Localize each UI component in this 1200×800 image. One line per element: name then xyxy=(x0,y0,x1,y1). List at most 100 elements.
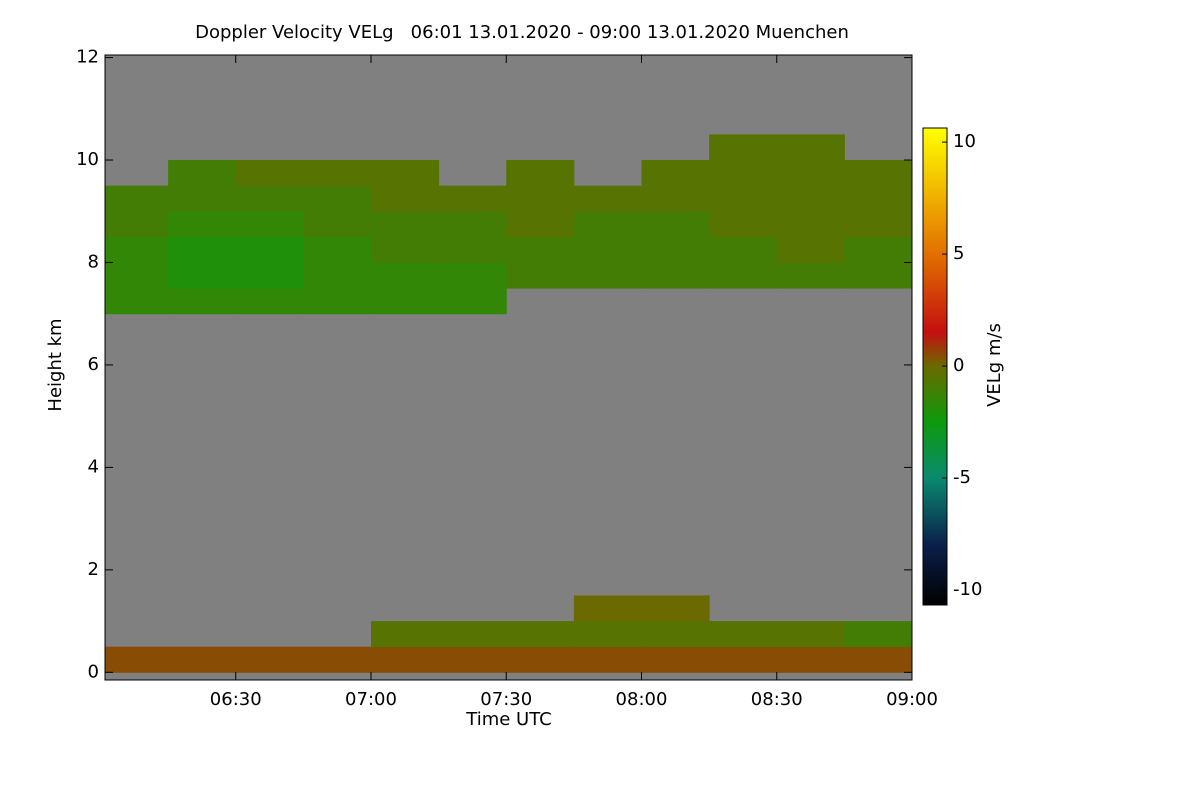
heatmap-cell xyxy=(641,595,710,622)
heatmap-cell xyxy=(105,288,169,315)
heatmap-cell xyxy=(641,236,710,263)
heatmap-cell xyxy=(168,211,237,238)
y-tick-label: 10 xyxy=(76,149,99,170)
heatmap-cell xyxy=(506,262,575,289)
heatmap-cell xyxy=(303,646,372,673)
heatmap-cell xyxy=(105,236,169,263)
heatmap-cell xyxy=(641,160,710,187)
x-tick-label: 07:00 xyxy=(345,689,397,710)
heatmap-cell xyxy=(709,185,778,212)
heatmap-cell xyxy=(168,646,237,673)
heatmap-cell xyxy=(105,262,169,289)
y-tick-label: 6 xyxy=(88,354,99,375)
x-tick-label: 08:30 xyxy=(751,689,803,710)
heatmap-cell xyxy=(709,160,778,187)
heatmap-cell xyxy=(303,236,372,263)
heatmap-cell xyxy=(709,236,778,263)
heatmap-cell xyxy=(776,621,845,648)
heatmap-cell xyxy=(709,262,778,289)
heatmap-cell xyxy=(370,211,440,238)
heatmap-cell xyxy=(844,160,912,187)
heatmap-cell xyxy=(844,185,912,212)
y-tick-label: 0 xyxy=(88,661,99,682)
x-tick-label: 09:00 xyxy=(886,689,938,710)
heatmap-cell xyxy=(506,160,575,187)
heatmap-cell xyxy=(641,646,710,673)
heatmap-cell xyxy=(370,646,440,673)
heatmap-cell xyxy=(438,646,507,673)
heatmap-cell xyxy=(709,646,778,673)
y-tick-label: 4 xyxy=(88,456,99,477)
heatmap-cell xyxy=(438,288,507,315)
heatmap-cell xyxy=(438,621,507,648)
heatmap-cell xyxy=(573,595,642,622)
heatmap-cell xyxy=(168,262,237,289)
heatmap-cell xyxy=(303,185,372,212)
heatmap-cell xyxy=(573,211,642,238)
heatmap-cell xyxy=(370,185,440,212)
heatmap-cell xyxy=(709,621,778,648)
heatmap-cell xyxy=(105,185,169,212)
heatmap-cell xyxy=(573,262,642,289)
heatmap-cell xyxy=(776,211,845,238)
heatmap-cell xyxy=(776,185,845,212)
y-axis-label: Height km xyxy=(45,318,66,411)
heatmap-cell xyxy=(303,211,372,238)
heatmap-cell xyxy=(370,288,440,315)
heatmap-cell xyxy=(709,134,778,161)
heatmap-cell xyxy=(370,160,440,187)
heatmap-cell xyxy=(370,262,440,289)
heatmap-cell xyxy=(168,185,237,212)
y-tick-label: 2 xyxy=(88,559,99,580)
heatmap-cell xyxy=(235,211,304,238)
heatmap-cell xyxy=(776,646,845,673)
heatmap-cell xyxy=(168,236,237,263)
plot-frame xyxy=(104,54,913,681)
heatmap-cell xyxy=(235,185,304,212)
heatmap-cell xyxy=(506,621,575,648)
heatmap-cell xyxy=(506,236,575,263)
heatmap-cell xyxy=(303,160,372,187)
x-tick-label: 08:00 xyxy=(616,689,668,710)
heatmap-cell xyxy=(844,236,912,263)
heatmap-cell xyxy=(438,262,507,289)
x-axis-label: Time UTC xyxy=(465,709,551,730)
heatmap-cell xyxy=(641,621,710,648)
colorbar-tick-label: -10 xyxy=(953,579,982,600)
heatmap-cell xyxy=(438,185,507,212)
heatmap-cell xyxy=(844,621,912,648)
heatmap-cell xyxy=(168,160,237,187)
x-tick-label: 07:30 xyxy=(480,689,532,710)
heatmap-cell xyxy=(105,646,169,673)
colorbar-tick-label: -5 xyxy=(953,467,971,488)
heatmap-cell xyxy=(573,646,642,673)
heatmap-cell xyxy=(370,621,440,648)
heatmap xyxy=(105,55,912,680)
colorbar-tick-label: 5 xyxy=(953,243,964,264)
colorbar-tick-label: 10 xyxy=(953,131,976,152)
heatmap-cell xyxy=(438,236,507,263)
heatmap-cell xyxy=(303,262,372,289)
colorbar-label: VELg m/s xyxy=(984,323,1005,407)
chart-title: Doppler Velocity VELg 06:01 13.01.2020 -… xyxy=(195,22,849,43)
heatmap-cell xyxy=(235,160,304,187)
heatmap-cell xyxy=(573,185,642,212)
heatmap-cell xyxy=(641,185,710,212)
y-tick-label: 8 xyxy=(88,251,99,272)
heatmap-cell xyxy=(506,185,575,212)
x-tick-label: 06:30 xyxy=(210,689,262,710)
heatmap-cell xyxy=(776,160,845,187)
y-tick-label: 12 xyxy=(76,47,99,68)
heatmap-cell xyxy=(438,211,507,238)
heatmap-cell xyxy=(641,211,710,238)
heatmap-cell xyxy=(776,236,845,263)
heatmap-cell xyxy=(303,288,372,315)
heatmap-cell xyxy=(235,288,304,315)
heatmap-cell xyxy=(105,211,169,238)
heatmap-cell xyxy=(235,646,304,673)
heatmap-cell xyxy=(506,646,575,673)
heatmap-cell xyxy=(235,236,304,263)
heatmap-cell xyxy=(844,646,912,673)
heatmap-cell xyxy=(370,236,440,263)
